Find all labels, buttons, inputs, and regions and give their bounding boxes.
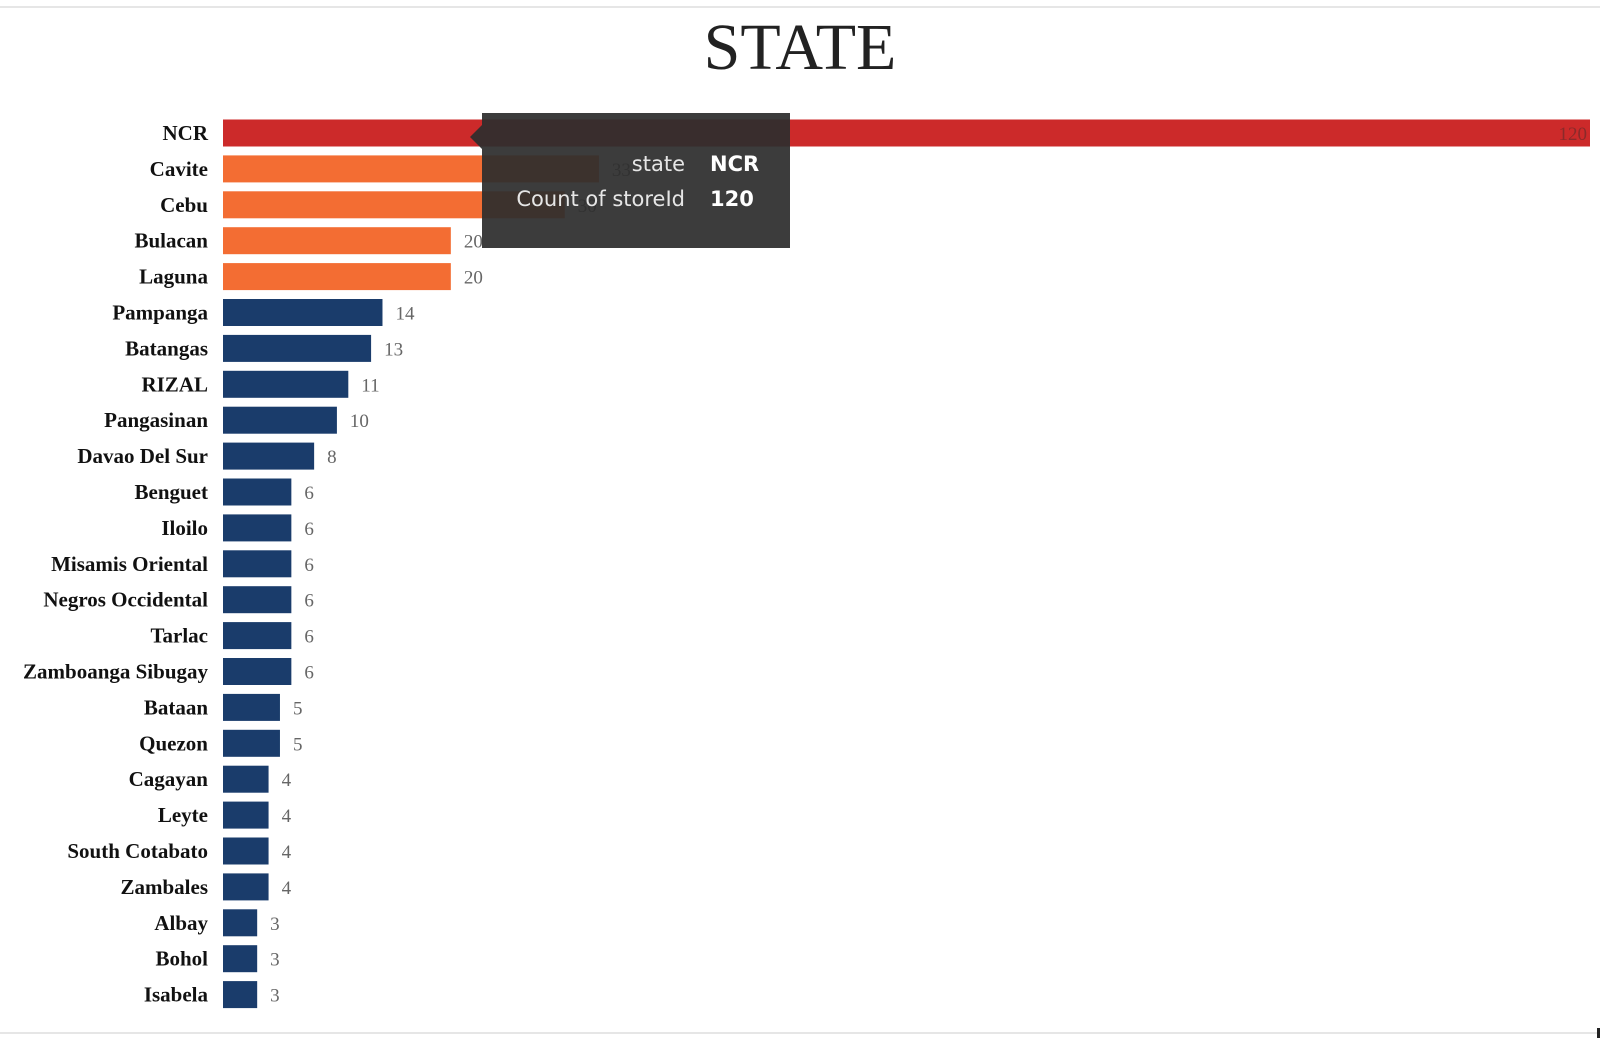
- category-label: Bohol: [155, 947, 208, 971]
- bar-laguna[interactable]: [223, 263, 451, 291]
- value-label: 3: [270, 986, 280, 1007]
- value-label: 6: [304, 627, 314, 648]
- value-label: 3: [270, 914, 280, 935]
- category-label: South Cotabato: [67, 839, 208, 863]
- category-label: Zambales: [120, 875, 208, 899]
- bar-iloilo[interactable]: [223, 514, 292, 542]
- value-label: 14: [395, 304, 415, 325]
- bar-benguet[interactable]: [223, 478, 292, 506]
- category-label: Bataan: [144, 695, 209, 719]
- category-label: Albay: [154, 911, 208, 935]
- category-label: Cebu: [160, 193, 208, 217]
- value-label: 120: [1559, 124, 1588, 145]
- tooltip: state NCR Count of storeId 120: [470, 113, 790, 248]
- category-label: Bulacan: [134, 229, 208, 253]
- value-label: 13: [384, 339, 403, 360]
- category-label: RIZAL: [141, 372, 208, 396]
- tooltip-value: 120: [710, 187, 754, 211]
- bar-pampanga[interactable]: [223, 299, 383, 326]
- bar-misamis-oriental[interactable]: [223, 550, 292, 578]
- category-label: Cavite: [150, 157, 208, 181]
- value-label: 6: [304, 483, 314, 504]
- bar-leyte[interactable]: [223, 801, 269, 829]
- value-label: 8: [327, 447, 337, 468]
- value-label: 20: [464, 268, 483, 289]
- category-label: Laguna: [139, 265, 208, 289]
- value-label: 4: [282, 806, 292, 827]
- category-label: Negros Occidental: [43, 588, 208, 612]
- tooltip-arrow: [470, 125, 482, 149]
- value-label: 11: [361, 375, 379, 396]
- category-label: Misamis Oriental: [51, 552, 208, 576]
- bar-davao-del-sur[interactable]: [223, 442, 315, 470]
- tooltip-key: Count of storeId: [516, 187, 685, 211]
- category-label: Davao Del Sur: [77, 444, 208, 468]
- bar-pangasinan[interactable]: [223, 406, 337, 434]
- bar-rizal[interactable]: [223, 370, 349, 398]
- chart-title: STATE: [703, 11, 897, 84]
- value-label: 6: [304, 519, 314, 540]
- bar-batangas[interactable]: [223, 334, 372, 362]
- value-label: 3: [270, 950, 280, 971]
- bar-tarlac[interactable]: [223, 622, 292, 650]
- bar-bohol[interactable]: [223, 945, 258, 973]
- value-label: 6: [304, 591, 314, 612]
- value-label: 4: [282, 770, 292, 791]
- category-label: Cagayan: [129, 767, 209, 791]
- bar-cagayan[interactable]: [223, 765, 269, 793]
- tooltip-value: NCR: [710, 152, 760, 176]
- category-label: Isabela: [144, 983, 209, 1007]
- bar-zambales[interactable]: [223, 873, 269, 901]
- category-label: Quezon: [139, 731, 208, 755]
- value-label: 6: [304, 555, 314, 576]
- top-border: [0, 6, 1600, 8]
- bar-south-cotabato[interactable]: [223, 837, 269, 865]
- bar-negros-occidental[interactable]: [223, 586, 292, 614]
- bar-quezon[interactable]: [223, 729, 280, 757]
- bottom-border: [0, 1032, 1600, 1034]
- category-label: Tarlac: [150, 624, 208, 648]
- category-label: Iloilo: [161, 516, 208, 540]
- value-label: 4: [282, 842, 292, 863]
- category-label: Batangas: [125, 336, 208, 360]
- tooltip-row-state: state NCR: [482, 147, 790, 181]
- bar-isabela[interactable]: [223, 981, 258, 1009]
- value-label: 10: [350, 411, 369, 432]
- bar-zamboanga-sibugay[interactable]: [223, 658, 292, 685]
- corner-mark: [1597, 1028, 1600, 1038]
- value-label: 4: [282, 878, 292, 899]
- category-label: Leyte: [158, 803, 208, 827]
- bar-albay[interactable]: [223, 909, 258, 937]
- category-label: Benguet: [135, 480, 209, 504]
- category-label: NCR: [163, 121, 209, 145]
- bar-bulacan[interactable]: [223, 227, 451, 255]
- tooltip-key: state: [631, 152, 685, 176]
- value-label: 5: [293, 734, 303, 755]
- category-label: Zamboanga Sibugay: [23, 660, 208, 684]
- value-label: 6: [304, 663, 314, 684]
- bar-ncr[interactable]: [223, 119, 1590, 147]
- bar-bataan[interactable]: [223, 693, 280, 721]
- category-label: Pampanga: [112, 301, 208, 325]
- category-label: Pangasinan: [104, 408, 208, 432]
- value-label: 20: [464, 232, 483, 253]
- tooltip-row-count: Count of storeId 120: [482, 182, 790, 216]
- value-label: 5: [293, 698, 303, 719]
